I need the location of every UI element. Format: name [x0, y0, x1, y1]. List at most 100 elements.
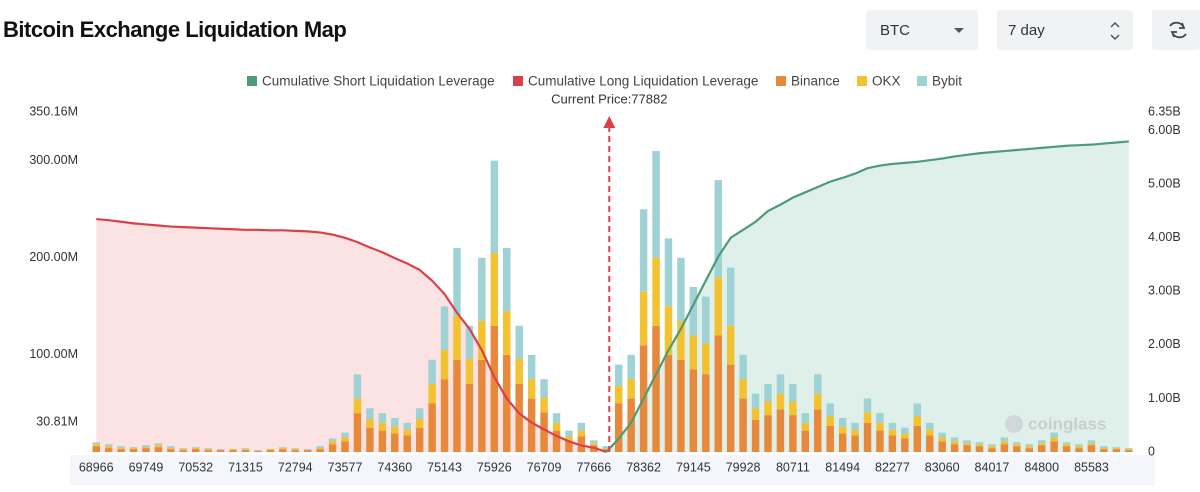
x-tick-label: 79928 [726, 460, 761, 474]
coin-select-label[interactable]: BTC [880, 22, 910, 39]
bar [117, 449, 125, 452]
bar [440, 350, 449, 380]
watermark: coinglass [1028, 414, 1106, 433]
bar [1062, 442, 1071, 445]
bar [938, 441, 946, 452]
period-select-box[interactable] [997, 10, 1133, 50]
bar [316, 449, 324, 452]
bar [639, 209, 648, 292]
bar [1062, 444, 1071, 447]
refresh-button[interactable] [1152, 10, 1200, 50]
bar [702, 343, 710, 375]
bar [1087, 443, 1096, 446]
bar [515, 325, 523, 359]
y-tick-label: 100.00M [29, 347, 78, 361]
bar [167, 446, 175, 449]
bar [888, 435, 897, 452]
x-axis-band [70, 455, 1155, 485]
bar [739, 379, 747, 399]
bar [801, 422, 810, 431]
bar [179, 450, 188, 452]
bar [851, 435, 859, 452]
bar [814, 374, 822, 394]
bar [901, 427, 909, 434]
period-select-label[interactable]: 7 day [1008, 22, 1045, 39]
bar [279, 449, 287, 452]
bar [428, 403, 436, 452]
bar [341, 437, 349, 442]
bar [478, 257, 486, 321]
bar [1050, 437, 1058, 442]
y2-tick-label: 6.00B [1148, 123, 1181, 137]
bar [1087, 440, 1096, 444]
legend-item: Cumulative Long Liquidation Leverage [513, 74, 758, 89]
bar [590, 440, 598, 444]
bar [515, 358, 523, 385]
bar [378, 430, 387, 452]
bar [316, 448, 324, 450]
bar [863, 412, 872, 423]
bar [428, 359, 436, 385]
bar [963, 440, 971, 444]
bar [1112, 448, 1121, 450]
bar [241, 448, 250, 450]
bar [888, 422, 897, 430]
bar [627, 379, 635, 399]
bar [614, 364, 623, 386]
refresh-icon[interactable] [1169, 21, 1187, 39]
bar [527, 379, 536, 399]
bar [403, 429, 411, 436]
bar [926, 422, 934, 430]
bar [1100, 448, 1108, 450]
bar [950, 441, 959, 445]
x-tick-label: 72794 [278, 460, 313, 474]
bar [1075, 448, 1083, 452]
bar [677, 359, 685, 452]
bar [266, 449, 275, 451]
bar [490, 252, 499, 326]
bar [789, 384, 797, 402]
bar [403, 422, 411, 430]
bar [838, 426, 847, 434]
legend-marker [513, 76, 523, 86]
line [605, 140, 1129, 453]
bar [391, 433, 399, 452]
y2-tick-label: 2.00B [1148, 337, 1181, 351]
bar [1062, 446, 1071, 452]
bar [1037, 440, 1046, 444]
bar [901, 438, 909, 452]
coin-select-box[interactable] [866, 10, 978, 50]
bar [1000, 444, 1009, 452]
bar [1037, 445, 1046, 452]
bar [838, 418, 847, 427]
bar [627, 398, 635, 452]
legend-label: Cumulative Long Liquidation Leverage [528, 74, 758, 89]
refresh-box[interactable] [1152, 10, 1200, 50]
period-select[interactable]: 7 day [997, 10, 1133, 50]
x-tick-label: 71315 [228, 460, 263, 474]
coin-select[interactable]: BTC [866, 10, 978, 50]
bar [751, 393, 760, 409]
x-tick-label: 84800 [1024, 460, 1059, 474]
bar [590, 443, 598, 446]
x-tick-label: 79145 [676, 460, 711, 474]
bar [179, 448, 188, 450]
bar [540, 397, 548, 413]
bar [602, 446, 611, 449]
bar [764, 401, 772, 416]
bar [714, 335, 722, 452]
bar [92, 444, 100, 447]
x-tick-label: 82277 [875, 460, 910, 474]
bar [988, 446, 996, 449]
bar [229, 449, 237, 451]
bar [490, 325, 499, 452]
bar [503, 354, 511, 452]
bar [764, 384, 772, 402]
bar [1000, 441, 1009, 445]
legend-item: Bybit [917, 74, 962, 89]
x-tick-label: 75926 [477, 460, 512, 474]
x-tick-label: 77666 [576, 460, 611, 474]
bar [453, 248, 461, 317]
bar [104, 448, 113, 452]
bar [776, 393, 785, 410]
